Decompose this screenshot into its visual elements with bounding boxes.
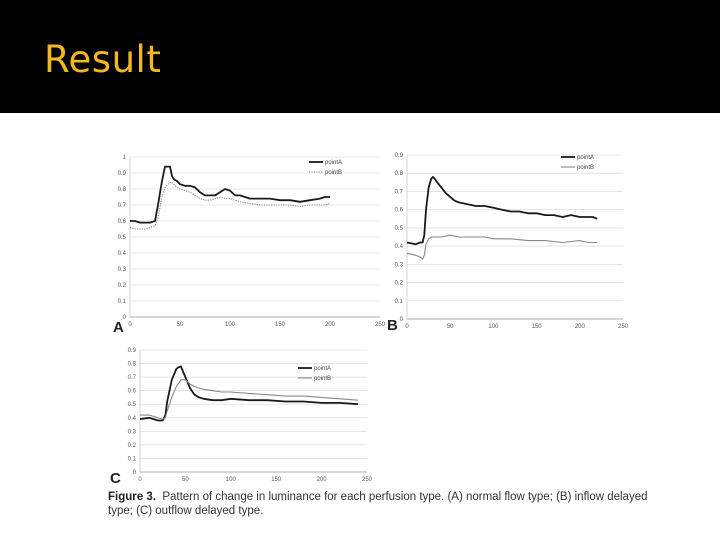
- y-tick-label: 0.3: [395, 262, 404, 268]
- y-tick-label: 0.2: [118, 283, 127, 289]
- x-tick-label: 50: [182, 477, 189, 483]
- x-tick-label: 0: [128, 322, 132, 328]
- series-line-pointb: [129, 182, 331, 230]
- x-tick-label: 150: [275, 322, 286, 328]
- x-tick-label: 150: [271, 477, 282, 483]
- slide-title: Result: [44, 38, 162, 81]
- x-tick-label: 100: [225, 322, 236, 328]
- x-tick-label: 0: [138, 477, 142, 483]
- series-line-pointb: [140, 379, 358, 420]
- panel-label: C: [110, 470, 121, 487]
- y-tick-label: 0.8: [128, 362, 137, 368]
- x-tick-label: 0: [405, 324, 409, 330]
- y-tick-label: 0.9: [118, 171, 127, 177]
- y-tick-label: 0.9: [395, 153, 404, 159]
- y-tick-label: 0.4: [395, 244, 404, 250]
- y-tick-label: 0: [123, 315, 127, 321]
- legend-label-pointb: pointB: [577, 165, 594, 171]
- y-tick-label: 0.1: [128, 456, 137, 462]
- figure-caption: Figure 3. Pattern of change in luminance…: [108, 490, 648, 518]
- y-tick-label: 0: [400, 317, 404, 323]
- x-tick-label: 250: [362, 477, 373, 483]
- x-tick-label: 250: [618, 324, 629, 330]
- legend-label-pointa: pointA: [325, 160, 342, 166]
- x-tick-label: 200: [317, 477, 328, 483]
- series-line-pointa: [406, 175, 598, 246]
- x-tick-label: 50: [447, 324, 454, 330]
- legend-label-pointb: pointB: [314, 376, 331, 382]
- y-tick-label: 0.8: [395, 171, 404, 177]
- x-tick-label: 250: [375, 322, 386, 328]
- y-tick-label: 0.3: [128, 429, 137, 435]
- x-tick-label: 200: [575, 324, 586, 330]
- x-tick-label: 200: [325, 322, 336, 328]
- y-tick-label: 0.9: [128, 348, 137, 354]
- y-tick-label: 0.1: [118, 299, 127, 305]
- legend-label-pointb: pointB: [325, 170, 342, 176]
- legend-label-pointa: pointA: [314, 366, 331, 372]
- slide-header: Result: [0, 0, 720, 113]
- y-tick-label: 0.7: [118, 203, 127, 209]
- figure-caption-text: Pattern of change in luminance for each …: [108, 491, 648, 517]
- y-tick-label: 0.3: [118, 267, 127, 273]
- y-tick-label: 0.6: [118, 219, 127, 225]
- panel-label: B: [387, 317, 398, 334]
- y-tick-label: 0.7: [395, 189, 404, 195]
- chart-panel-b: 0 0.1 0.2 0.3 0.4 0.5 0.6 0.7 0.8 0.9 0 50 100 150 200…: [387, 153, 629, 334]
- y-tick-label: 0.1: [395, 299, 404, 305]
- legend-label-pointa: pointA: [577, 155, 594, 161]
- chart-panel-c: 0 0.1 0.2 0.3 0.4 0.5 0.6 0.7 0.8 0.9 0 50 100 150 200…: [110, 348, 373, 487]
- series-line-pointb: [406, 234, 598, 260]
- y-tick-label: 0.7: [128, 375, 137, 381]
- series-line-pointa: [130, 165, 330, 224]
- y-tick-label: 0.5: [128, 402, 137, 408]
- y-tick-label: 0.6: [128, 389, 137, 395]
- y-tick-label: 0.5: [118, 235, 127, 241]
- x-tick-label: 100: [488, 324, 499, 330]
- y-tick-label: 0.4: [118, 251, 127, 257]
- y-tick-label: 0.4: [128, 416, 137, 422]
- figure-caption-label: Figure 3.: [108, 491, 156, 503]
- chart-panel-a: 0 0.1 0.2 0.3 0.4 0.5 0.6 0.7 0.8 0.9 1 0 50 100 150 20…: [113, 155, 386, 336]
- y-tick-label: 0.2: [395, 281, 404, 287]
- y-tick-label: 0: [133, 470, 137, 476]
- x-tick-label: 100: [226, 477, 237, 483]
- x-tick-label: 50: [177, 322, 184, 328]
- x-tick-label: 150: [532, 324, 543, 330]
- y-tick-label: 0.6: [395, 208, 404, 214]
- y-tick-label: 0.8: [118, 187, 127, 193]
- y-tick-label: 1: [123, 155, 127, 161]
- panel-label: A: [113, 319, 124, 336]
- y-tick-label: 0.2: [128, 443, 137, 449]
- y-tick-label: 0.5: [395, 226, 404, 232]
